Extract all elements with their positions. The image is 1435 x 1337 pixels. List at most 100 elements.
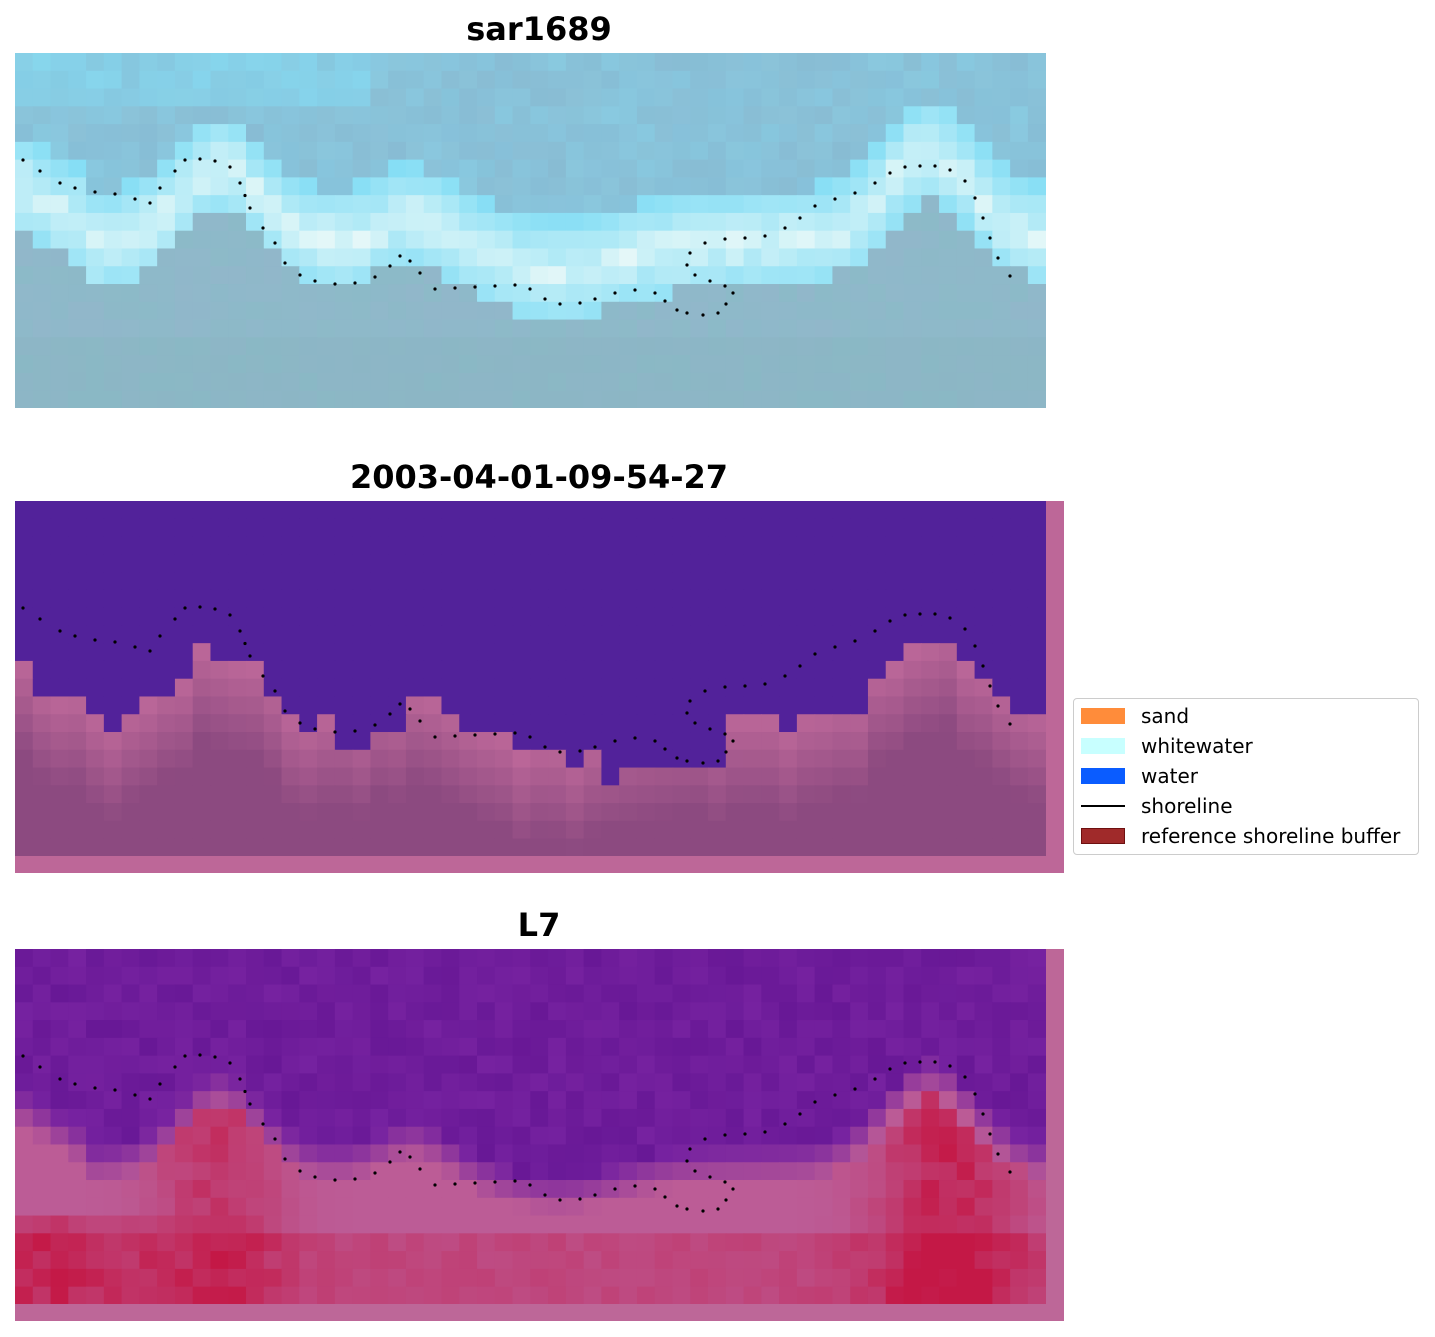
- class-pixel: [281, 678, 300, 698]
- class-pixel: [903, 803, 922, 822]
- rgb-pixel: [121, 230, 140, 250]
- rgb-pixel: [86, 390, 105, 408]
- mndwi-pixel: [992, 1286, 1011, 1304]
- mndwi-pixel: [654, 1002, 674, 1021]
- mndwi-pixel: [299, 1126, 318, 1146]
- class-pixel: [583, 803, 603, 822]
- class-pixel: [174, 660, 194, 680]
- mndwi-pixel: [121, 1233, 140, 1252]
- class-pixel: [779, 820, 798, 840]
- mndwi-pixel: [334, 1162, 354, 1181]
- rgb-pixel: [103, 195, 123, 214]
- mndwi-pixel: [139, 1091, 158, 1110]
- class-pixel: [15, 696, 34, 715]
- rgb-pixel: [601, 53, 620, 72]
- mndwi-pixel: [885, 1180, 905, 1199]
- rgb-pixel: [192, 177, 212, 196]
- rgb-pixel: [779, 390, 798, 408]
- mndwi-pixel: [317, 966, 336, 986]
- class-pixel: [103, 803, 123, 822]
- class-pixel: [921, 732, 940, 751]
- shoreline-point: [833, 1093, 837, 1097]
- mndwi-pixel: [761, 1091, 780, 1110]
- mndwi-pixel: [885, 1233, 905, 1252]
- class-pixel: [779, 696, 798, 715]
- class-pixel: [1010, 749, 1029, 769]
- class-pixel: [761, 749, 780, 769]
- class-pixel: [423, 643, 443, 662]
- shoreline-point: [708, 1175, 712, 1179]
- mndwi-pixel: [832, 1108, 851, 1128]
- mndwi-pixel: [654, 1144, 674, 1163]
- class-pixel: [459, 767, 478, 786]
- class-pixel: [743, 501, 762, 520]
- mndwi-pixel: [405, 966, 425, 986]
- rgb-pixel: [139, 266, 158, 285]
- rgb-pixel: [885, 230, 905, 250]
- mndwi-pixel: [530, 1233, 549, 1252]
- class-pixel: [867, 732, 887, 751]
- rgb-pixel: [956, 159, 976, 178]
- mndwi-pixel: [281, 1002, 300, 1021]
- class-pixel: [885, 625, 905, 644]
- rgb-pixel: [654, 355, 674, 374]
- mndwi-pixel: [956, 984, 976, 1003]
- class-pixel: [903, 820, 922, 840]
- mndwi-pixel: [601, 1002, 620, 1021]
- class-pixel: [228, 714, 247, 733]
- class-pixel: [32, 820, 52, 840]
- class-pixel: [601, 501, 620, 520]
- class-pixel: [725, 501, 745, 520]
- rgb-pixel: [761, 284, 780, 303]
- class-pixel: [405, 518, 425, 538]
- rgb-pixel: [405, 159, 425, 178]
- mndwi-pixel: [50, 1144, 69, 1163]
- mndwi-pixel: [157, 1055, 176, 1074]
- mndwi-pixel: [974, 1091, 993, 1110]
- rgb-pixel: [192, 195, 212, 214]
- rgb-pixel: [583, 266, 603, 285]
- rgb-pixel: [317, 266, 336, 285]
- rgb-pixel: [405, 53, 425, 72]
- mndwi-pixel: [157, 1037, 176, 1057]
- rgb-pixel: [956, 88, 976, 107]
- class-pixel: [210, 732, 229, 751]
- class-pixel: [281, 589, 300, 609]
- class-pixel: [548, 838, 567, 856]
- shoreline-line-swatch: [1081, 805, 1125, 807]
- class-pixel: [992, 625, 1011, 644]
- rgb-pixel: [317, 284, 336, 303]
- mndwi-pixel: [139, 1268, 158, 1288]
- mndwi-pixel: [388, 1197, 407, 1217]
- class-pixel: [352, 749, 371, 769]
- mndwi-pixel: [459, 1197, 478, 1217]
- class-pixel: [263, 625, 283, 644]
- rgb-pixel: [565, 106, 585, 125]
- rgb-pixel: [352, 230, 371, 250]
- class-pixel: [477, 518, 496, 538]
- rgb-pixel: [814, 319, 834, 338]
- rgb-pixel: [299, 248, 318, 267]
- rgb-pixel: [246, 141, 265, 161]
- rgb-pixel: [32, 372, 52, 392]
- shoreline-point: [283, 261, 287, 265]
- class-pixel: [139, 589, 158, 609]
- mndwi-pixel: [423, 1162, 443, 1181]
- shoreline-point: [261, 674, 265, 678]
- class-pixel: [832, 696, 851, 715]
- mndwi-pixel: [548, 1286, 567, 1304]
- class-pixel: [583, 767, 603, 786]
- shoreline-point: [298, 1169, 302, 1173]
- mndwi-pixel: [15, 1002, 34, 1021]
- mndwi-pixel: [121, 984, 140, 1003]
- rgb-pixel: [619, 212, 638, 232]
- rgb-pixel: [281, 301, 300, 321]
- class-pixel: [477, 572, 496, 591]
- class-pixel: [743, 518, 762, 538]
- class-pixel: [334, 572, 354, 591]
- class-pixel: [174, 589, 194, 609]
- class-pixel: [15, 803, 34, 822]
- class-pixel: [672, 643, 691, 662]
- rgb-pixel: [228, 70, 247, 90]
- rgb-pixel: [68, 53, 87, 72]
